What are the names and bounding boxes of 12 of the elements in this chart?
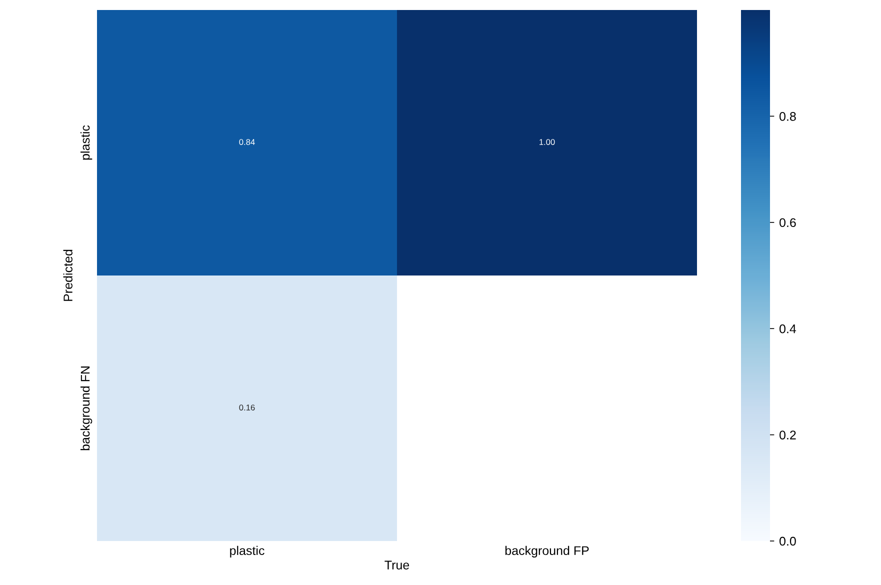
x-axis-title: True: [384, 560, 410, 570]
data-label: 0.16: [239, 404, 255, 410]
x-tick-label: background FP: [505, 546, 589, 558]
data-label: 0.84: [239, 139, 255, 145]
color-bar-label: 0.0: [780, 536, 796, 546]
color-bar-label: 0.6: [780, 218, 796, 228]
y-tick-label: background FN: [80, 366, 92, 450]
color-bar-label: 0.2: [780, 430, 796, 440]
color-bar-label: 0.4: [780, 324, 796, 334]
data-label: 1.00: [540, 139, 555, 145]
color-bar-label: 0.8: [780, 112, 796, 121]
y-axis-title: Predicted: [63, 250, 72, 301]
